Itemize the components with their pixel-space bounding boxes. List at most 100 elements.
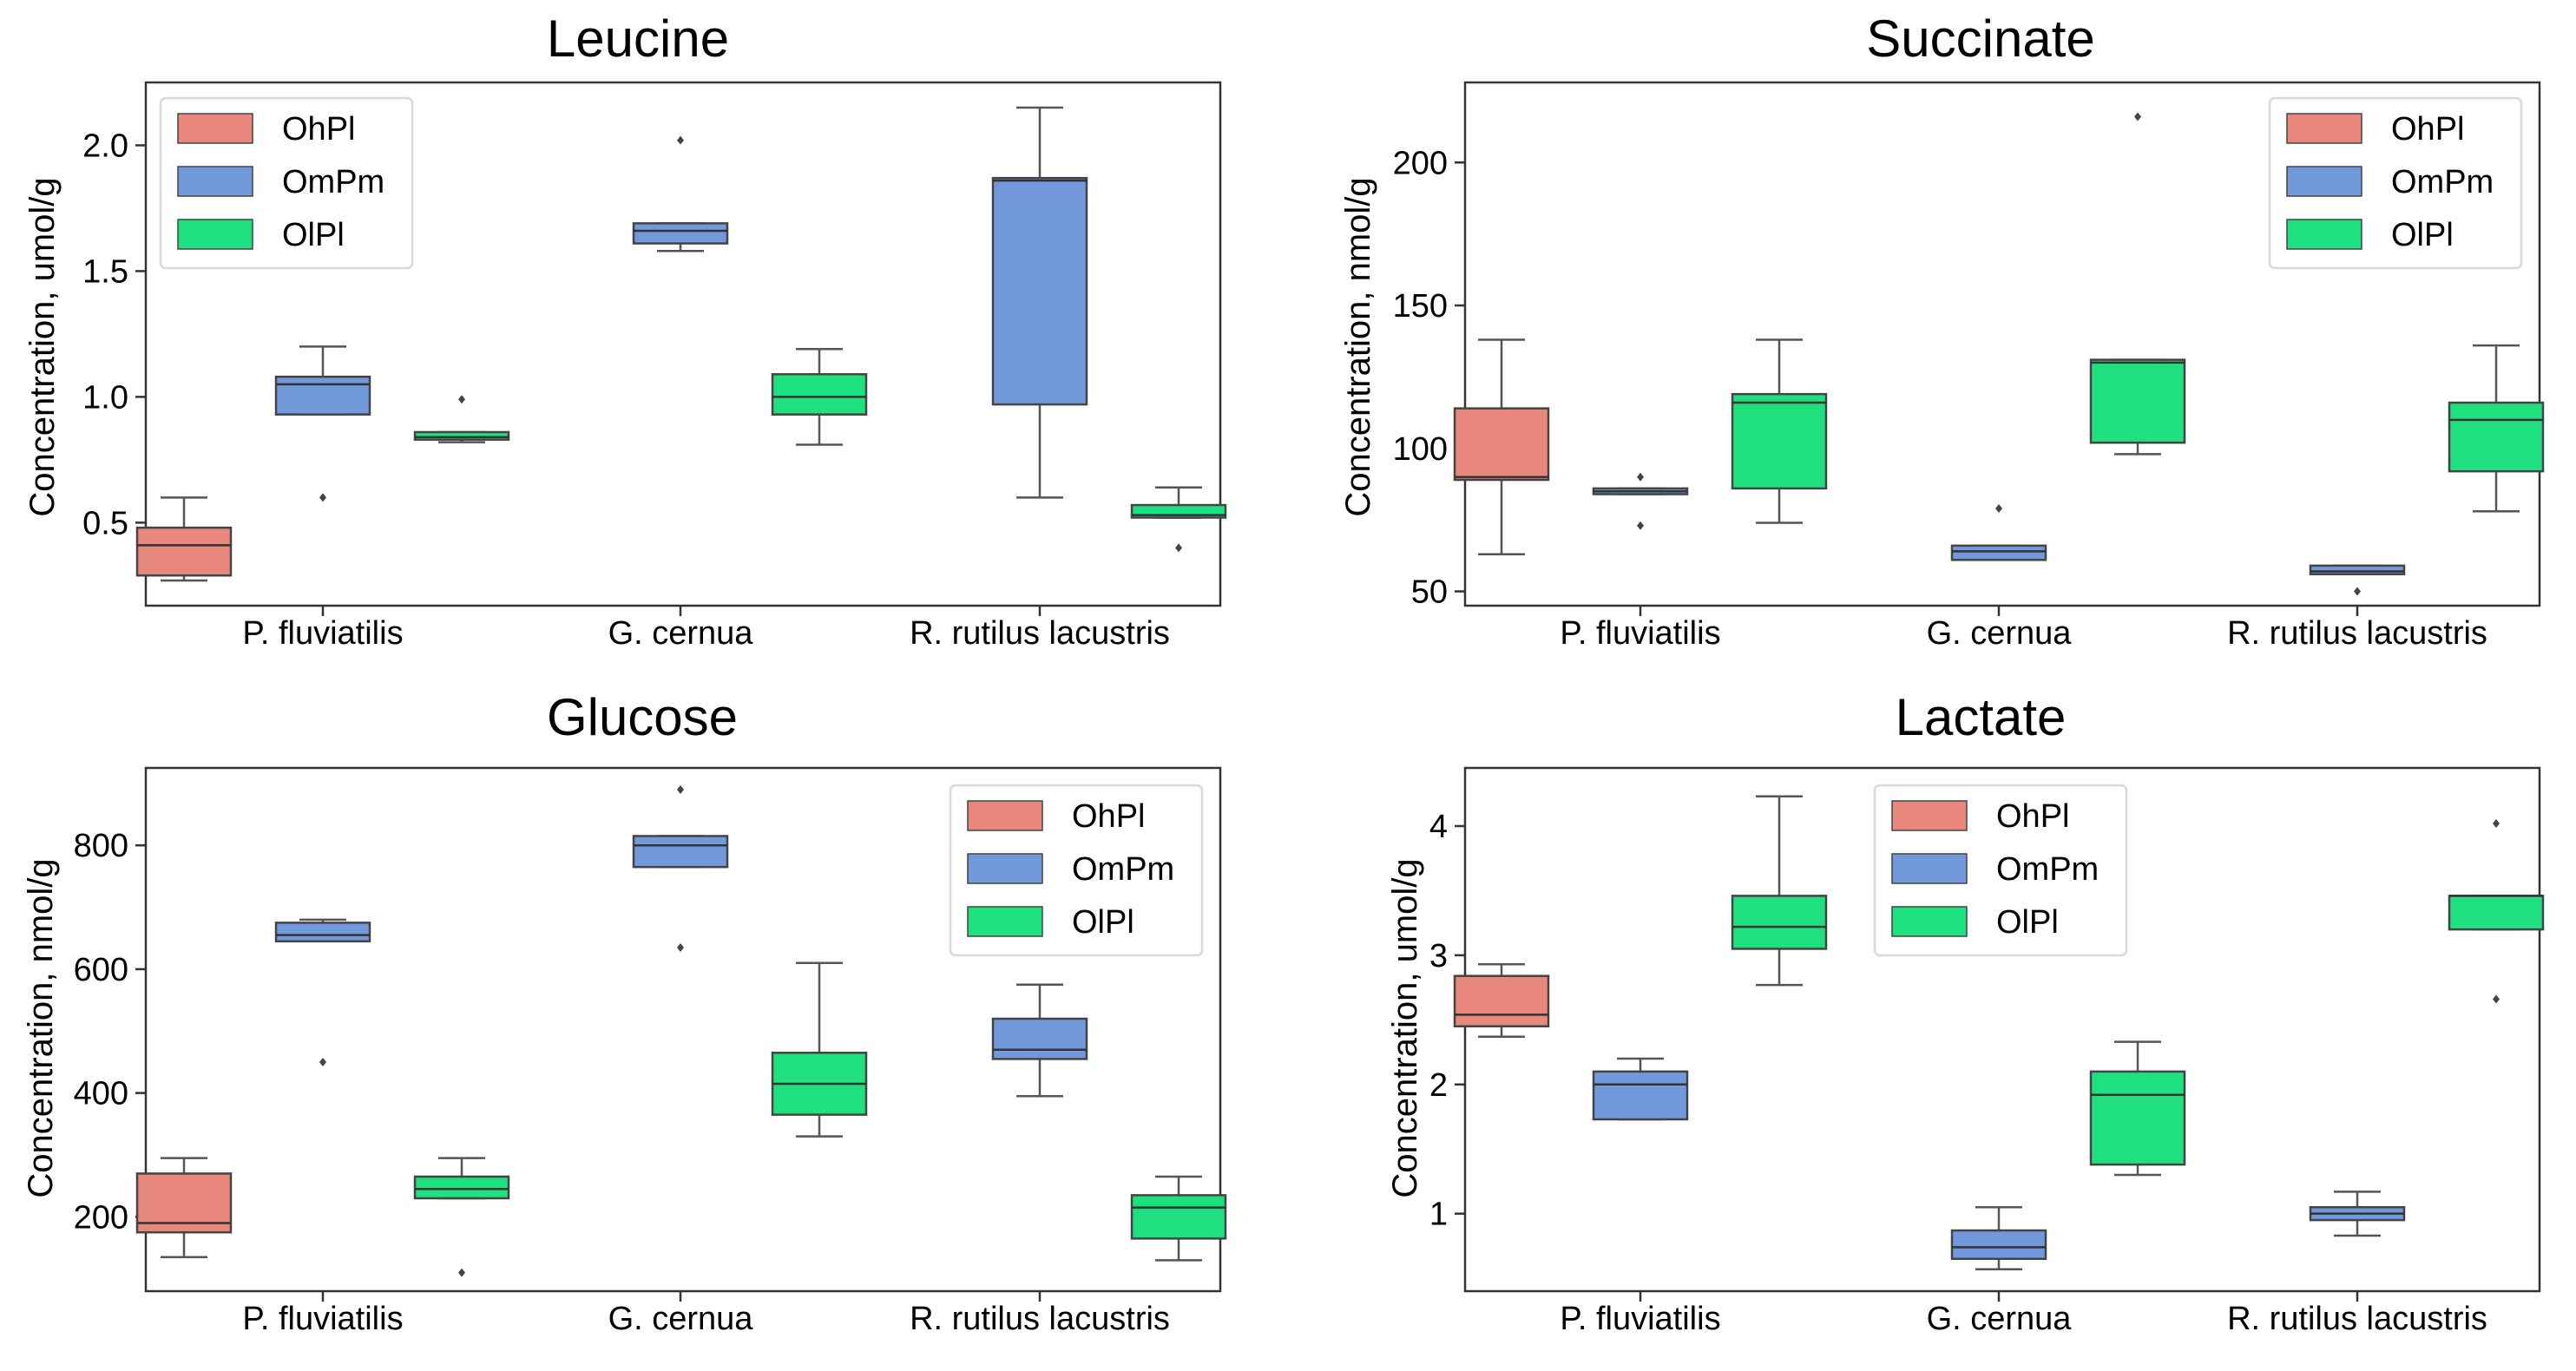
box-OlPl-0 bbox=[1731, 338, 1828, 524]
y-tick-label: 1.5 bbox=[82, 253, 128, 290]
box-OhPl-0 bbox=[1453, 963, 1550, 1038]
box-OmPm-0 bbox=[1592, 1057, 1689, 1121]
outlier-point bbox=[319, 493, 326, 502]
box-iqr bbox=[1453, 407, 1550, 482]
box-iqr bbox=[1731, 895, 1828, 950]
y-tick-label: 1 bbox=[1429, 1197, 1448, 1233]
box-iqr bbox=[1130, 1194, 1227, 1240]
box-iqr bbox=[632, 835, 729, 869]
y-tick-label: 200 bbox=[1393, 145, 1448, 181]
box-OmPm-1 bbox=[632, 784, 729, 952]
x-tick-label: P. fluviatilis bbox=[1560, 1301, 1720, 1337]
y-tick-label: 50 bbox=[1411, 574, 1448, 611]
chart-leucine: Leucine Concentration, umol/g P. fluviat… bbox=[23, 10, 1227, 652]
legend-label: OlPl bbox=[282, 217, 345, 253]
x-tick-label: G. cernua bbox=[1927, 615, 2073, 652]
box-iqr bbox=[2448, 895, 2545, 931]
box-OlPl-1 bbox=[2089, 112, 2186, 456]
legend: OhPl OmPm OlPl bbox=[949, 784, 1204, 957]
x-tick-label: R. rutilus lacustris bbox=[2227, 615, 2487, 652]
box-iqr bbox=[413, 430, 510, 441]
x-tick-label: G. cernua bbox=[608, 615, 754, 652]
box-iqr bbox=[2309, 564, 2406, 576]
legend-label: OhPl bbox=[1072, 798, 1145, 835]
y-axis-label: Concentration, umol/g bbox=[1386, 858, 1424, 1197]
box-iqr bbox=[991, 176, 1088, 406]
x-tick-label: P. fluviatilis bbox=[242, 1301, 403, 1337]
legend-label: OmPm bbox=[2391, 164, 2494, 200]
box-OlPl-2 bbox=[1130, 1175, 1227, 1262]
legend-label: OlPl bbox=[1072, 904, 1134, 941]
y-axis-label: Concentration, nmol/g bbox=[22, 858, 60, 1197]
outlier-point bbox=[2493, 819, 2500, 829]
y-tick-label: 100 bbox=[1393, 431, 1448, 468]
legend-swatch bbox=[2286, 166, 2362, 197]
chart-glucose: Glucose Concentration, nmol/g P. fluviat… bbox=[22, 688, 1227, 1337]
y-tick-label: 150 bbox=[1393, 288, 1448, 325]
box-iqr bbox=[274, 375, 371, 416]
outlier-point bbox=[2493, 994, 2500, 1004]
box-iqr bbox=[135, 526, 233, 577]
box-iqr bbox=[274, 922, 371, 943]
box-iqr bbox=[413, 1175, 510, 1200]
x-tick-label: G. cernua bbox=[1927, 1301, 2073, 1337]
legend-swatch bbox=[967, 853, 1043, 884]
box-iqr bbox=[1950, 544, 2047, 561]
legend-label: OlPl bbox=[1996, 904, 2059, 941]
legend-label: OmPm bbox=[282, 164, 384, 200]
box-OmPm-2 bbox=[991, 106, 1088, 499]
box-iqr bbox=[2089, 1070, 2186, 1166]
x-tick-label: R. rutilus lacustris bbox=[910, 615, 1170, 652]
legend-swatch bbox=[967, 800, 1043, 831]
y-tick-label: 4 bbox=[1429, 809, 1448, 845]
x-tick-label: R. rutilus lacustris bbox=[910, 1301, 1170, 1337]
box-OlPl-0 bbox=[413, 395, 510, 443]
y-tick-label: 0.5 bbox=[82, 505, 128, 541]
legend-label: OhPl bbox=[282, 111, 355, 148]
legend-swatch bbox=[1891, 800, 1968, 831]
box-OlPl-1 bbox=[771, 961, 868, 1138]
y-tick-label: 200 bbox=[74, 1199, 128, 1236]
legend-label: OhPl bbox=[2391, 111, 2464, 148]
outlier-point bbox=[2134, 112, 2141, 121]
legend: OhPl OmPm OlPl bbox=[1873, 784, 2128, 957]
box-iqr bbox=[1592, 1070, 1689, 1121]
y-tick-label: 2 bbox=[1429, 1067, 1448, 1104]
legend-label: OlPl bbox=[2391, 217, 2454, 253]
outlier-point bbox=[1175, 543, 1182, 553]
box-OlPl-0 bbox=[413, 1157, 510, 1277]
box-iqr bbox=[1950, 1229, 2047, 1261]
plot-frame bbox=[144, 81, 1222, 607]
outlier-point bbox=[677, 942, 684, 952]
box-OhPl-0 bbox=[135, 1157, 233, 1259]
box-OmPm-2 bbox=[2309, 564, 2406, 596]
chart-succinate: Succinate Concentration, nmol/g P. fluvi… bbox=[1339, 10, 2545, 652]
box-OlPl-1 bbox=[771, 348, 868, 446]
x-tick-label: R. rutilus lacustris bbox=[2227, 1301, 2487, 1337]
chart-lactate: Lactate Concentration, umol/g P. fluviat… bbox=[1386, 688, 2545, 1337]
box-OmPm-1 bbox=[1950, 1205, 2047, 1270]
y-tick-label: 400 bbox=[74, 1076, 128, 1112]
outlier-point bbox=[458, 395, 465, 404]
chart-title: Lactate bbox=[1896, 688, 2067, 746]
plot-frame bbox=[144, 766, 1222, 1293]
x-tick-label: P. fluviatilis bbox=[242, 615, 403, 652]
box-OhPl-0 bbox=[1453, 338, 1550, 555]
box-OmPm-1 bbox=[1950, 503, 2047, 561]
outlier-point bbox=[1637, 521, 1644, 530]
box-OmPm-1 bbox=[632, 135, 729, 253]
box-OlPl-0 bbox=[1731, 795, 1828, 987]
legend-swatch bbox=[967, 906, 1043, 937]
outlier-point bbox=[319, 1057, 326, 1066]
box-iqr bbox=[2089, 358, 2186, 444]
box-OlPl-2 bbox=[2448, 819, 2545, 1004]
box-OhPl-0 bbox=[135, 496, 233, 582]
plot-frame bbox=[1463, 766, 2541, 1293]
box-iqr bbox=[632, 222, 729, 245]
y-tick-label: 800 bbox=[74, 828, 128, 864]
chart-title: Succinate bbox=[1866, 10, 2095, 68]
outlier-point bbox=[2354, 587, 2361, 596]
legend: OhPl OmPm OlPl bbox=[159, 96, 414, 270]
y-axis-label: Concentration, nmol/g bbox=[1339, 177, 1377, 516]
